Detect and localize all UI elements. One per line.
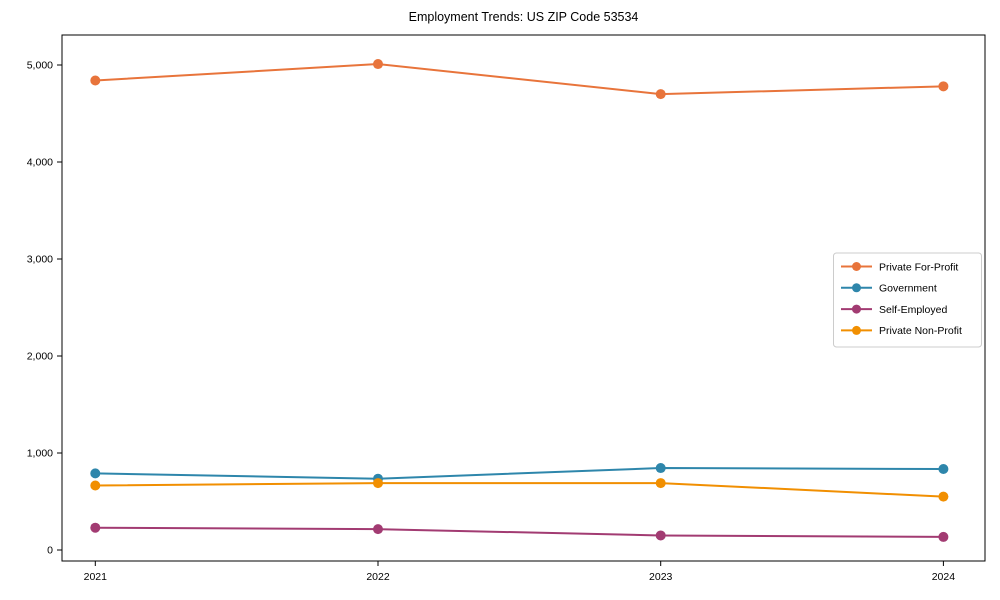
legend-box	[833, 252, 982, 348]
y-axis: 0 1,000 2,000 3,000 4,000 5,000	[27, 60, 62, 557]
y-tick-label: 1,000	[27, 448, 53, 460]
y-tick-label: 2,000	[27, 351, 53, 363]
series-government	[90, 463, 949, 484]
x-tick-label: 2024	[932, 571, 956, 583]
data-point	[655, 463, 666, 474]
data-point	[938, 531, 949, 542]
data-point	[90, 480, 101, 491]
data-point	[655, 89, 666, 100]
y-tick-label: 3,000	[27, 254, 53, 266]
series-self-employed	[90, 522, 949, 542]
legend-entry-self-employed: Self-Employed	[841, 304, 947, 316]
data-point	[373, 59, 383, 70]
legend: Private For-Profit Government Self-Employe…	[833, 252, 982, 348]
legend-label: Private Non-Profit	[879, 325, 962, 337]
x-axis: 2021 2022 2023 2024	[84, 561, 956, 583]
legend-marker	[852, 262, 861, 271]
legend-label: Self-Employed	[879, 304, 947, 316]
x-tick-label: 2023	[649, 571, 673, 583]
data-point	[90, 522, 101, 533]
data-point	[90, 75, 101, 86]
legend-marker	[852, 304, 861, 314]
data-point	[938, 464, 949, 475]
legend-marker	[852, 325, 861, 335]
legend-label: Private For-Profit	[879, 261, 958, 273]
plot-border	[61, 34, 986, 562]
series-line	[95, 526, 944, 538]
x-tick-label: 2022	[366, 571, 390, 583]
data-point	[373, 478, 383, 489]
series-private-for-profit	[90, 59, 949, 100]
legend-entry-government: Government	[841, 283, 937, 295]
series-line	[95, 63, 944, 96]
legend-marker	[852, 283, 861, 293]
x-tick-label: 2021	[84, 571, 108, 583]
legend-entry-private-for-profit: Private For-Profit	[841, 261, 958, 273]
data-point	[655, 530, 666, 541]
data-point	[373, 524, 383, 535]
data-point	[655, 478, 666, 489]
series-line	[95, 467, 944, 480]
legend-label: Government	[879, 283, 937, 295]
data-point	[90, 468, 101, 479]
y-tick-label: 4,000	[27, 157, 53, 169]
data-point	[938, 81, 949, 92]
legend-entry-private-non-profit: Private Non-Profit	[841, 325, 962, 337]
y-tick-label: 5,000	[27, 60, 53, 72]
chart-title: Employment Trends: US ZIP Code 53534	[408, 10, 639, 24]
series-private-non-profit	[90, 478, 949, 502]
series-line	[95, 482, 944, 498]
data-point	[938, 491, 949, 502]
y-tick-label: 0	[47, 545, 53, 557]
